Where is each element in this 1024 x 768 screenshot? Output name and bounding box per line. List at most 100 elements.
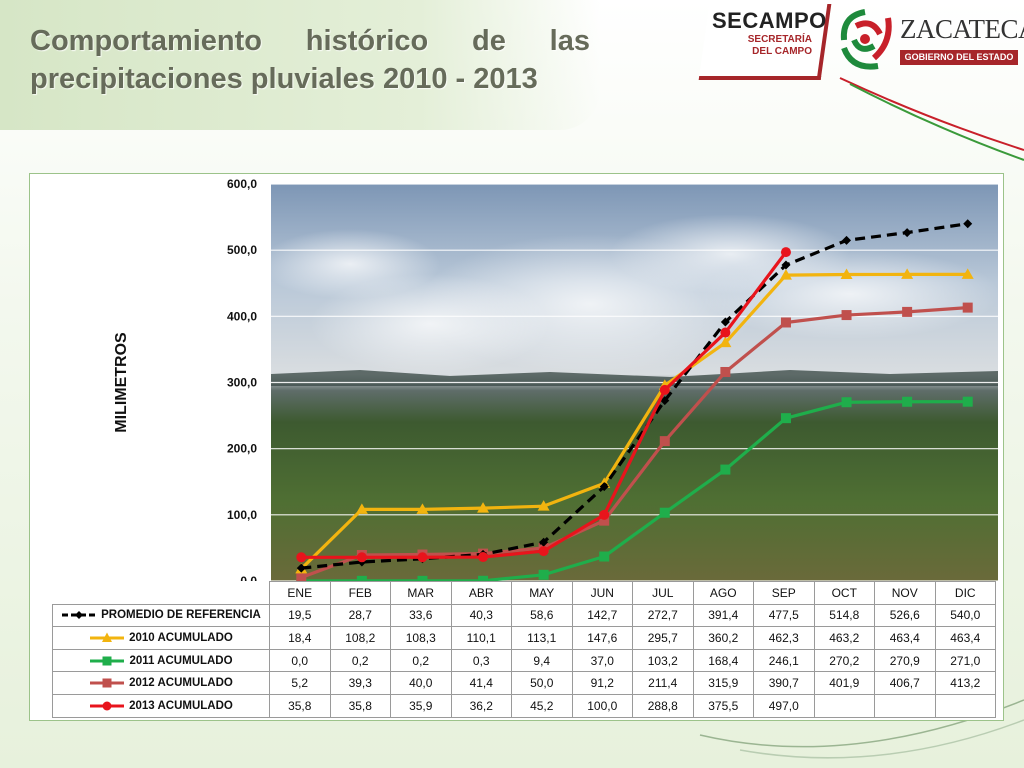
table-cell: 463,2 xyxy=(813,626,875,650)
2011-acumulado-point xyxy=(417,575,428,586)
promedio-de-referencia-point xyxy=(660,396,670,406)
2013-acumulado-point xyxy=(296,552,307,563)
series-legend-label: PROMEDIO DE REFERENCIA xyxy=(52,603,270,628)
table-cell xyxy=(934,693,996,718)
2013-acumulado-point xyxy=(780,247,791,258)
table-column-header: DIC xyxy=(934,581,996,605)
table-cell: 18,4 xyxy=(269,626,331,650)
promedio-de-referencia-point xyxy=(842,235,852,245)
y-tick-label: 300,0 xyxy=(227,376,257,390)
2012-acumulado-point xyxy=(902,306,913,317)
table-cell: 36,2 xyxy=(450,693,512,718)
table-cell: 110,1 xyxy=(450,626,512,650)
table-cell xyxy=(813,693,875,718)
2010-acumulado-line xyxy=(300,272,968,570)
table-row: 2010 ACUMULADO 18,4 108,2 108,3 110,1 113,1 14… xyxy=(52,626,996,650)
2010-acumulado-point xyxy=(840,268,853,280)
table-cell: 41,4 xyxy=(450,671,512,695)
y-tick-label: 400,0 xyxy=(227,309,257,323)
data-table: ENE FEB MAR ABR MAY JUN JUL AGO SEP OCT NOV DIC PRO… xyxy=(52,581,996,718)
2011-acumulado-point xyxy=(599,551,610,562)
table-cell: 391,4 xyxy=(692,603,754,628)
table-cell: 35,8 xyxy=(269,693,331,718)
2011-acumulado-point xyxy=(538,569,549,580)
2011-acumulado-point xyxy=(780,413,791,424)
promedio-de-referencia-line xyxy=(301,222,968,570)
2013-acumulado-point xyxy=(478,552,489,563)
title-band xyxy=(0,0,600,130)
table-row: 2011 ACUMULADO 0,0 0,2 0,2 0,3 9,4 37,0 103,2 16… xyxy=(52,648,996,673)
table-cell: 91,2 xyxy=(571,671,633,695)
table-column-header: FEB xyxy=(329,581,391,605)
table-cell: 50,0 xyxy=(511,671,573,695)
table-column-header: SEP xyxy=(753,581,815,605)
table-cell: 360,2 xyxy=(692,626,754,650)
2013-acumulado-point xyxy=(417,552,428,563)
2013-acumulado-point xyxy=(720,327,731,338)
2013-acumulado-point xyxy=(356,552,367,563)
table-cell: 19,5 xyxy=(269,603,331,628)
series-legend-label: 2012 ACUMULADO xyxy=(52,671,270,695)
photo-cloud xyxy=(310,274,550,374)
table-column-header: MAY xyxy=(511,581,573,605)
table-column-header: ENE xyxy=(269,581,331,605)
y-tick-label: 100,0 xyxy=(227,508,257,522)
table-cell: 40,3 xyxy=(450,603,512,628)
y-tick-label: 200,0 xyxy=(227,442,257,456)
slide-title: Comportamiento histórico de las precipit… xyxy=(30,25,590,95)
table-cell: 497,0 xyxy=(753,693,815,718)
2012-acumulado-point xyxy=(659,436,670,447)
2011-acumulado-point xyxy=(720,464,731,475)
table-cell: 147,6 xyxy=(571,626,633,650)
table-cell: 108,2 xyxy=(329,626,391,650)
table-cell: 0,3 xyxy=(450,648,512,673)
zacatecas-logo-subtext: GOBIERNO DEL ESTADO xyxy=(900,50,1018,65)
table-cell: 5,2 xyxy=(269,671,331,695)
table-cell: 35,8 xyxy=(329,693,391,718)
table-cell: 462,3 xyxy=(753,626,815,650)
table-cell: 37,0 xyxy=(571,648,633,673)
y-tick-label: 600,0 xyxy=(227,177,257,191)
table-cell: 540,0 xyxy=(934,603,996,628)
series-legend-label: 2010 ACUMULADO xyxy=(52,626,270,650)
2011-acumulado-point xyxy=(356,575,367,586)
table-cell: 45,2 xyxy=(511,693,573,718)
2011-acumulado-point xyxy=(659,507,670,518)
table-body: PROMEDIO DE REFERENCIA 19,5 28,7 33,6 40,3 58… xyxy=(52,603,996,718)
table-cell: 270,9 xyxy=(874,648,936,673)
table-row: PROMEDIO DE REFERENCIA 19,5 28,7 33,6 40,3 58… xyxy=(52,603,996,628)
table-cell: 0,0 xyxy=(269,648,331,673)
table-cell: 35,9 xyxy=(390,693,452,718)
2010-acumulado-point xyxy=(355,503,368,514)
2010-acumulado-point xyxy=(537,500,550,511)
2013-acumulado-point xyxy=(538,546,549,557)
series-2013-acumulado xyxy=(296,247,791,563)
promedio-de-referencia-point xyxy=(296,563,306,573)
table-cell: 58,6 xyxy=(511,603,573,628)
2012-acumulado-point xyxy=(780,317,791,328)
table-cell: 375,5 xyxy=(692,693,754,718)
table-cell: 514,8 xyxy=(813,603,875,628)
series-lines xyxy=(295,219,974,586)
2011-acumulado-point xyxy=(841,397,852,408)
table-cell: 40,0 xyxy=(390,671,452,695)
table-corner xyxy=(53,582,270,605)
table-cell: 390,7 xyxy=(753,671,815,695)
2012-acumulado-point xyxy=(841,310,852,321)
2013-acumulado-point xyxy=(599,509,610,520)
promedio-de-referencia-point xyxy=(599,482,609,492)
series-name: 2010 ACUMULADO xyxy=(129,632,233,645)
table-cell: 413,2 xyxy=(934,671,996,695)
header-logos: SECAMPO SECRETARÍA DEL CAMPO ZACATECAS G… xyxy=(698,0,1024,180)
series-legend-label: 2013 ACUMULADO xyxy=(52,693,270,718)
table-cell: 406,7 xyxy=(874,671,936,695)
table-row: 2013 ACUMULADO 35,8 35,8 35,9 36,2 45,2 100,0 2… xyxy=(52,693,996,718)
promedio-de-referencia-point xyxy=(902,228,912,238)
2011-acumulado-line xyxy=(301,400,968,583)
table-header-row: ENE FEB MAR ABR MAY JUN JUL AGO SEP OCT NOV DIC xyxy=(53,581,996,605)
2010-acumulado-point xyxy=(416,503,429,514)
2010-acumulado-point xyxy=(477,502,490,513)
table-cell: 9,4 xyxy=(511,648,573,673)
